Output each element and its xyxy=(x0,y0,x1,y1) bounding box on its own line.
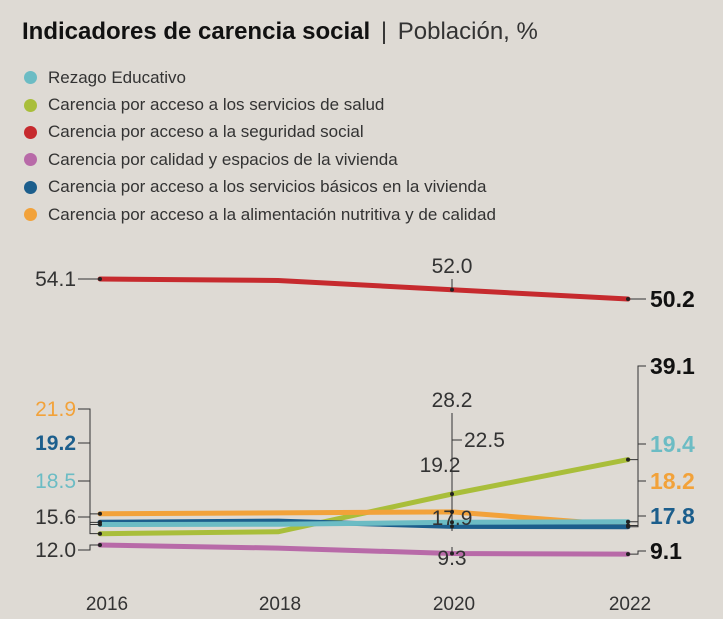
legend-swatch xyxy=(24,125,37,139)
legend-item: Carencia por calidad y espacios de la vi… xyxy=(24,146,496,173)
label-leader-line xyxy=(628,365,646,461)
data-point xyxy=(626,297,630,301)
data-point xyxy=(450,492,454,496)
data-point xyxy=(626,457,630,462)
chart-title-row: Indicadores de carencia social | Poblaci… xyxy=(22,18,538,46)
data-point xyxy=(98,277,102,281)
data-label: 15.6 xyxy=(35,506,76,529)
label-leader-line xyxy=(78,544,100,551)
data-label: 28.2 xyxy=(432,389,473,412)
legend-label: Carencia por acceso a la seguridad socia… xyxy=(48,122,364,142)
data-point xyxy=(98,531,102,536)
label-leader-line xyxy=(628,480,646,526)
label-leader-line xyxy=(628,443,646,523)
data-point xyxy=(450,287,454,292)
legend-swatch xyxy=(24,153,37,167)
data-label: 19.4 xyxy=(650,431,695,457)
title-separator: | xyxy=(380,18,388,45)
legend-label: Carencia por calidad y espacios de la vi… xyxy=(48,149,398,169)
series-line xyxy=(97,509,631,528)
label-leader-line xyxy=(78,516,100,535)
legend-item: Carencia por acceso a los servicios bási… xyxy=(24,174,496,201)
data-label: 39.1 xyxy=(650,353,695,379)
x-tick-label: 2016 xyxy=(86,594,128,615)
x-tick-label: 2020 xyxy=(433,594,475,615)
chart-subtitle: Población, % xyxy=(397,18,538,45)
data-label: 52.0 xyxy=(432,255,473,278)
label-leader-line xyxy=(78,408,100,515)
series-line xyxy=(97,276,631,302)
data-point xyxy=(450,509,454,514)
series-line xyxy=(97,542,631,557)
label-leader-line xyxy=(628,550,646,555)
data-point xyxy=(626,523,630,528)
data-point xyxy=(98,543,102,547)
data-label: 22.5 xyxy=(464,429,505,452)
legend-swatch xyxy=(24,208,37,222)
data-point xyxy=(626,519,630,524)
data-point xyxy=(98,511,102,516)
data-point xyxy=(450,520,454,525)
data-label: 18.5 xyxy=(35,470,76,493)
data-label: 17.8 xyxy=(650,503,695,529)
x-tick-label: 2018 xyxy=(259,594,301,615)
data-point xyxy=(450,551,454,556)
legend-item: Carencia por acceso a los servicios de s… xyxy=(24,91,496,118)
legend-item: Rezago Educativo xyxy=(24,64,496,91)
label-leader-line xyxy=(451,439,462,512)
data-label: 12.0 xyxy=(35,539,76,562)
data-label: 9.1 xyxy=(650,538,682,564)
data-label: 9.3 xyxy=(437,547,466,570)
series-line xyxy=(97,519,631,527)
data-label: 50.2 xyxy=(650,286,695,312)
data-point xyxy=(450,524,454,529)
legend-label: Carencia por acceso a los servicios de s… xyxy=(48,95,385,115)
legend-label: Rezago Educativo xyxy=(48,67,186,87)
data-point xyxy=(626,552,630,557)
data-label: 18.2 xyxy=(650,468,695,494)
legend-swatch xyxy=(24,98,37,112)
data-point xyxy=(98,520,102,525)
label-leader-line xyxy=(78,480,100,526)
chart-legend: Rezago Educativo Carencia por acceso a l… xyxy=(24,64,496,228)
legend-label: Carencia por acceso a los servicios bási… xyxy=(48,177,487,197)
data-label: 19.2 xyxy=(420,454,461,477)
label-leader-line xyxy=(78,442,100,523)
chart-title: Indicadores de carencia social xyxy=(22,18,371,45)
legend-swatch xyxy=(24,71,37,85)
data-label: 21.9 xyxy=(35,398,76,421)
legend-swatch xyxy=(24,180,37,194)
data-label: 19.2 xyxy=(35,432,76,455)
x-tick-label: 2022 xyxy=(609,594,651,615)
legend-item: Carencia por acceso a la alimentación nu… xyxy=(24,201,496,228)
legend-item: Carencia por acceso a la seguridad socia… xyxy=(24,119,496,146)
legend-label: Carencia por acceso a la alimentación nu… xyxy=(48,204,496,224)
data-label: 17.9 xyxy=(432,507,473,530)
data-label: 54.1 xyxy=(35,268,76,291)
